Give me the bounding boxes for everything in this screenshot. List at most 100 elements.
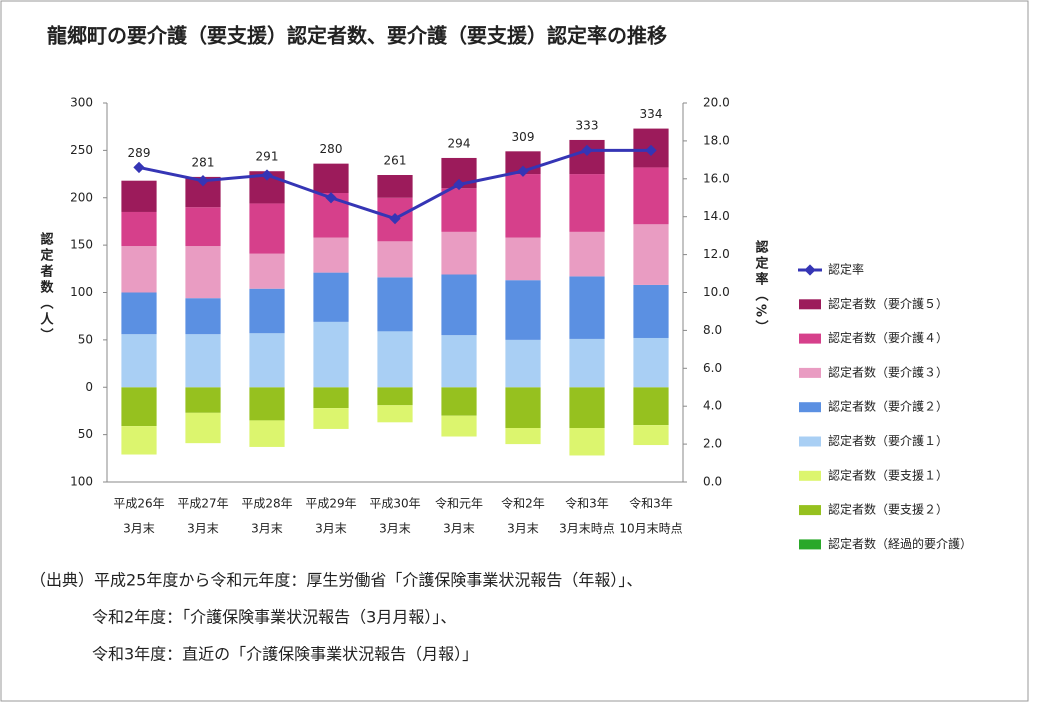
- bar-segment: [441, 231, 477, 275]
- bar-segment: [633, 387, 669, 426]
- rate-marker: [581, 144, 593, 157]
- y-tick-label: 100: [70, 285, 93, 299]
- y-tick-label: 0: [85, 380, 93, 394]
- x-tick-label: 令和2年: [501, 496, 545, 511]
- bar-segment: [505, 387, 541, 428]
- x-tick-label: 平成29年: [305, 497, 356, 511]
- bar-segment: [121, 246, 157, 293]
- bar-segment: [377, 241, 413, 278]
- x-tick-label: 平成28年: [241, 497, 292, 511]
- total-label: 294: [448, 136, 471, 150]
- legend-swatch: [799, 402, 821, 413]
- y-tick-label: 250: [70, 143, 93, 157]
- x-tick-label: 3月末: [379, 522, 411, 536]
- x-tick-label: 10月末時点: [619, 522, 682, 536]
- bar-segment: [633, 167, 669, 225]
- legend-label: 認定者数（要介護５）: [828, 296, 948, 311]
- rate-marker: [133, 161, 145, 174]
- y2-tick-label: 20.0: [703, 96, 730, 110]
- x-tick-label: 3月末: [507, 522, 539, 536]
- legend-swatch: [799, 539, 821, 550]
- bar-segment: [569, 231, 605, 277]
- y2-tick-label: 2.0: [703, 437, 722, 451]
- chart-title: 龍郷町の要介護（要支援）認定者数、要介護（要支援）認定率の推移: [47, 24, 667, 48]
- legend-label: 認定者数（要介護１）: [828, 433, 948, 448]
- bar-segment: [249, 420, 285, 447]
- total-label: 281: [192, 155, 215, 169]
- source-note: （出典）平成25年度から令和元年度：厚生労働省「介護保険事業状況報告（年報）」、: [30, 571, 642, 590]
- y-tick-label: 50: [78, 427, 93, 441]
- bar-segment: [633, 425, 669, 446]
- bar-segment: [185, 412, 221, 444]
- y-tick-label: 50: [78, 332, 93, 346]
- bar-segment: [441, 335, 477, 388]
- total-label: 261: [384, 154, 407, 168]
- legend-swatch: [799, 470, 821, 481]
- bar-segment: [313, 408, 349, 429]
- legend-label: 認定者数（要支援２）: [828, 502, 948, 517]
- x-tick-label: 令和3年: [565, 496, 609, 511]
- rate-marker: [261, 169, 273, 181]
- bar-segment: [505, 174, 541, 238]
- bar-segment: [185, 207, 221, 247]
- y2-tick-label: 14.0: [703, 209, 730, 223]
- y-tick-label: 150: [70, 238, 93, 252]
- bar-segment: [121, 211, 157, 247]
- bar-segment: [249, 253, 285, 289]
- y2-tick-label: 10.0: [703, 285, 730, 299]
- bar-segment: [569, 387, 605, 428]
- y-tick-label: 300: [70, 96, 93, 110]
- bar-segment: [313, 237, 349, 273]
- y2-tick-label: 8.0: [703, 323, 722, 337]
- x-tick-label: 3月末: [443, 522, 475, 536]
- bar-segment: [377, 405, 413, 423]
- bar-segment: [441, 188, 477, 232]
- bar-segment: [185, 246, 221, 299]
- legend-swatch: [799, 367, 821, 378]
- legend-label: 認定者数（経過的要介護）: [828, 536, 972, 551]
- bar-segment: [569, 276, 605, 339]
- bar-segment: [569, 174, 605, 232]
- x-tick-label: 令和3年: [629, 496, 673, 511]
- x-tick-label: 令和元年: [435, 496, 483, 511]
- x-tick-label: 平成26年: [113, 497, 164, 511]
- legend-label: 認定率: [828, 262, 864, 277]
- legend-label: 認定者数（要介護３）: [828, 364, 948, 379]
- y2-tick-label: 0.0: [703, 475, 722, 489]
- legend-label: 認定者数（要介護２）: [828, 399, 948, 414]
- bar-segment: [633, 224, 669, 285]
- bar-segment: [249, 387, 285, 421]
- bar-segment: [313, 163, 349, 194]
- bar-segment: [185, 387, 221, 413]
- total-label: 309: [512, 130, 535, 144]
- bar-segment: [121, 426, 157, 455]
- x-tick-label: 平成30年: [369, 497, 420, 511]
- bar-segment: [633, 337, 669, 388]
- bar-segment: [249, 333, 285, 388]
- legend-label: 認定者数（要支援１）: [828, 467, 948, 482]
- bar-segment: [121, 292, 157, 335]
- rate-marker: [517, 165, 529, 177]
- y2-tick-label: 12.0: [703, 247, 730, 261]
- bar-segment: [313, 387, 349, 409]
- bar-segment: [633, 284, 669, 338]
- bar-segment: [441, 274, 477, 336]
- legend-swatch: [799, 299, 821, 310]
- total-label: 289: [128, 146, 151, 160]
- x-tick-label: 平成27年: [177, 497, 228, 511]
- bar-segment: [441, 387, 477, 416]
- bar-segment: [249, 288, 285, 334]
- bar-segment: [377, 277, 413, 332]
- x-tick-label: 3月末: [251, 522, 283, 536]
- rate-marker: [197, 175, 209, 187]
- source-note: 令和2年度：「介護保険事業状況報告（3月月報）」、: [92, 608, 456, 627]
- total-label: 334: [640, 107, 663, 121]
- legend-marker: [804, 264, 816, 276]
- y-tick-label: 100: [70, 475, 93, 489]
- bar-segment: [185, 334, 221, 388]
- x-tick-label: 3月末時点: [559, 522, 615, 536]
- bar-segment: [505, 280, 541, 340]
- total-label: 280: [320, 142, 343, 156]
- y2-axis-title: 認定率（%）: [753, 239, 770, 336]
